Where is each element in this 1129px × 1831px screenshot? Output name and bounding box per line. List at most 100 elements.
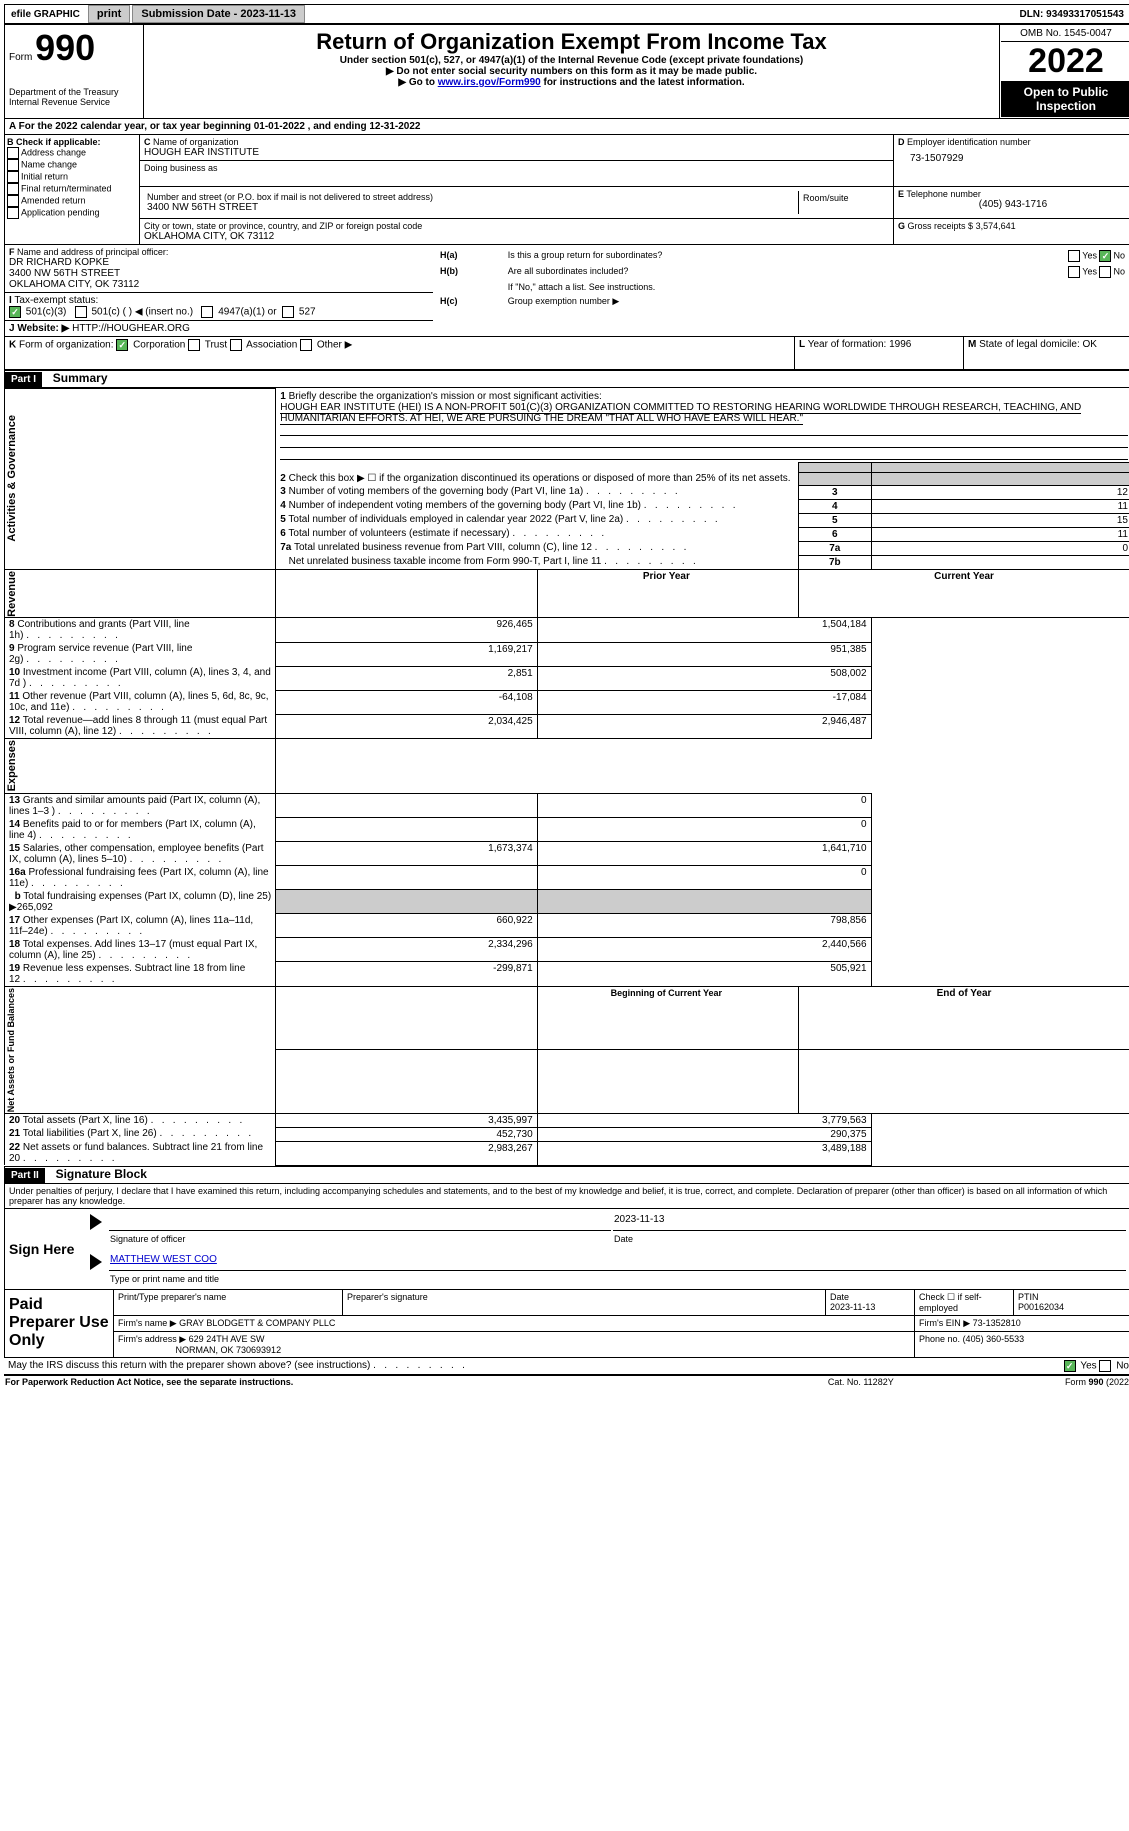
checkbox-icon[interactable] (7, 183, 19, 195)
B-label: B Check if applicable: (7, 137, 137, 147)
L-label: Year of formation: (808, 339, 887, 350)
B-opt: Application pending (7, 207, 137, 219)
line-text: Program service revenue (Part VIII, line… (9, 643, 192, 665)
line-text: Grants and similar amounts paid (Part IX… (9, 795, 260, 817)
officer-name[interactable]: MATTHEW WEST COO (110, 1254, 217, 1265)
checkbox-icon[interactable] (7, 171, 19, 183)
curr-val: 0 (537, 866, 871, 890)
form-word: Form (9, 52, 32, 63)
K-label: Form of organization: (19, 340, 114, 351)
checkbox-icon[interactable] (201, 306, 213, 318)
table-row: 18 Total expenses. Add lines 13–17 (must… (5, 938, 1129, 962)
prior-val: 2,334,296 (276, 938, 537, 962)
form-title: Return of Organization Exempt From Incom… (148, 29, 995, 55)
checkbox-icon[interactable] (1064, 1360, 1076, 1372)
form-header: Form 990 Department of the Treasury Inte… (4, 24, 1129, 119)
firm-ein: 73-1352810 (973, 1318, 1021, 1328)
print-button[interactable]: print (88, 5, 130, 23)
h-prior: Prior Year (537, 569, 798, 618)
checkbox-icon[interactable] (1099, 266, 1111, 278)
part1-header: Part I Summary (4, 371, 1129, 388)
line-text: Total expenses. Add lines 13–17 (must eq… (9, 939, 257, 961)
F-name: DR RICHARD KOPKE (9, 257, 429, 268)
curr-val: 1,504,184 (537, 618, 871, 643)
I-501c: 501(c) ( ) ◀ (insert no.) (91, 307, 193, 318)
no-label: No (1113, 266, 1125, 276)
curr-val: 0 (537, 793, 871, 818)
curr-val: 3,779,563 (537, 1113, 871, 1127)
dln: DLN: 93493317051543 (1019, 9, 1129, 20)
arrow-icon (90, 1214, 102, 1230)
sub3: ▶ Go to www.irs.gov/Form990 for instruct… (148, 77, 995, 88)
paid-preparer-block: Paid Preparer Use Only Print/Type prepar… (4, 1290, 1129, 1358)
checkbox-icon[interactable] (1099, 250, 1111, 262)
table-row: 10 Investment income (Part VIII, column … (5, 666, 1129, 690)
line-text: Other expenses (Part IX, column (A), lin… (9, 915, 253, 937)
v6: 11 (871, 527, 1129, 541)
line-text: Contributions and grants (Part VIII, lin… (9, 619, 190, 641)
prior-val (276, 818, 537, 842)
line-A: A For the 2022 calendar year, or tax yea… (4, 119, 1129, 134)
checkbox-icon[interactable] (116, 339, 128, 351)
prior-val: 3,435,997 (276, 1113, 537, 1127)
open-inspection: Open to Public Inspection (1001, 81, 1129, 117)
sub2: ▶ Do not enter social security numbers o… (148, 66, 995, 77)
checkbox-icon[interactable] (1099, 1360, 1111, 1372)
checkbox-icon[interactable] (9, 306, 21, 318)
yes-label: Yes (1080, 1361, 1096, 1372)
city-label: City or town, state or province, country… (144, 221, 889, 231)
instructions-link[interactable]: www.irs.gov/Form990 (438, 77, 541, 88)
checkbox-icon[interactable] (7, 207, 19, 219)
l16b: Total fundraising expenses (Part IX, col… (9, 891, 271, 913)
mission-text: HOUGH EAR INSTITUTE (HEI) IS A NON-PROFI… (280, 402, 1081, 425)
checkbox-icon[interactable] (7, 147, 19, 159)
checkbox-icon[interactable] (300, 339, 312, 351)
table-row: 13 Grants and similar amounts paid (Part… (5, 793, 1129, 818)
prior-val (276, 866, 537, 890)
line-text: Total assets (Part X, line 16) (23, 1115, 243, 1126)
checkbox-icon[interactable] (75, 306, 87, 318)
form-footer: Form 990 (2022) (950, 1376, 1129, 1388)
yes-label: Yes (1082, 250, 1097, 260)
I-label: Tax-exempt status: (14, 295, 98, 306)
checkbox-icon[interactable] (188, 339, 200, 351)
firm-name-label: Firm's name ▶ (118, 1318, 177, 1328)
M-label: State of legal domicile: (979, 339, 1080, 350)
checkbox-icon[interactable] (230, 339, 242, 351)
ein: 73-1507929 (898, 147, 1128, 164)
curr-val: -17,084 (537, 690, 871, 714)
sig-officer-label: Signature of officer (109, 1233, 611, 1245)
curr-val: 2,946,487 (537, 714, 871, 739)
table-row: 22 Net assets or fund balances. Subtract… (5, 1141, 1129, 1165)
v5: 15 (871, 513, 1129, 527)
footer: For Paperwork Reduction Act Notice, see … (4, 1376, 1129, 1388)
curr-val: 2,440,566 (537, 938, 871, 962)
pra: For Paperwork Reduction Act Notice, see … (4, 1376, 771, 1388)
line-text: Other revenue (Part VIII, column (A), li… (9, 691, 269, 713)
l7b: Net unrelated business taxable income fr… (289, 556, 696, 567)
no-label: No (1113, 250, 1125, 260)
firm-name: GRAY BLODGETT & COMPANY PLLC (179, 1318, 335, 1328)
J-label: Website: ▶ (17, 323, 69, 334)
table-row: 15 Salaries, other compensation, employe… (5, 842, 1129, 866)
checkbox-icon[interactable] (7, 159, 19, 171)
discuss-row: May the IRS discuss this return with the… (4, 1358, 1129, 1376)
curr-val: 951,385 (537, 642, 871, 666)
date-label: Date (613, 1233, 1126, 1245)
firm-addr2: NORMAN, OK 730693912 (176, 1345, 282, 1355)
checkbox-icon[interactable] (7, 195, 19, 207)
section-FHIJ: F Name and address of principal officer:… (4, 245, 1129, 337)
part2-header: Part II Signature Block (4, 1166, 1129, 1184)
curr-val: 1,641,710 (537, 842, 871, 866)
l7a: Total unrelated business revenue from Pa… (294, 542, 686, 553)
prior-val: 926,465 (276, 618, 537, 643)
phone: (405) 943-1716 (898, 199, 1128, 210)
form-number: 990 (35, 27, 95, 68)
checkbox-icon[interactable] (1068, 250, 1080, 262)
I-501c3: 501(c)(3) (26, 307, 67, 318)
B-opt-label: Initial return (21, 172, 68, 182)
submission-date: Submission Date - 2023-11-13 (132, 5, 305, 23)
checkbox-icon[interactable] (282, 306, 294, 318)
checkbox-icon[interactable] (1068, 266, 1080, 278)
firm-ein-label: Firm's EIN ▶ (919, 1318, 970, 1328)
